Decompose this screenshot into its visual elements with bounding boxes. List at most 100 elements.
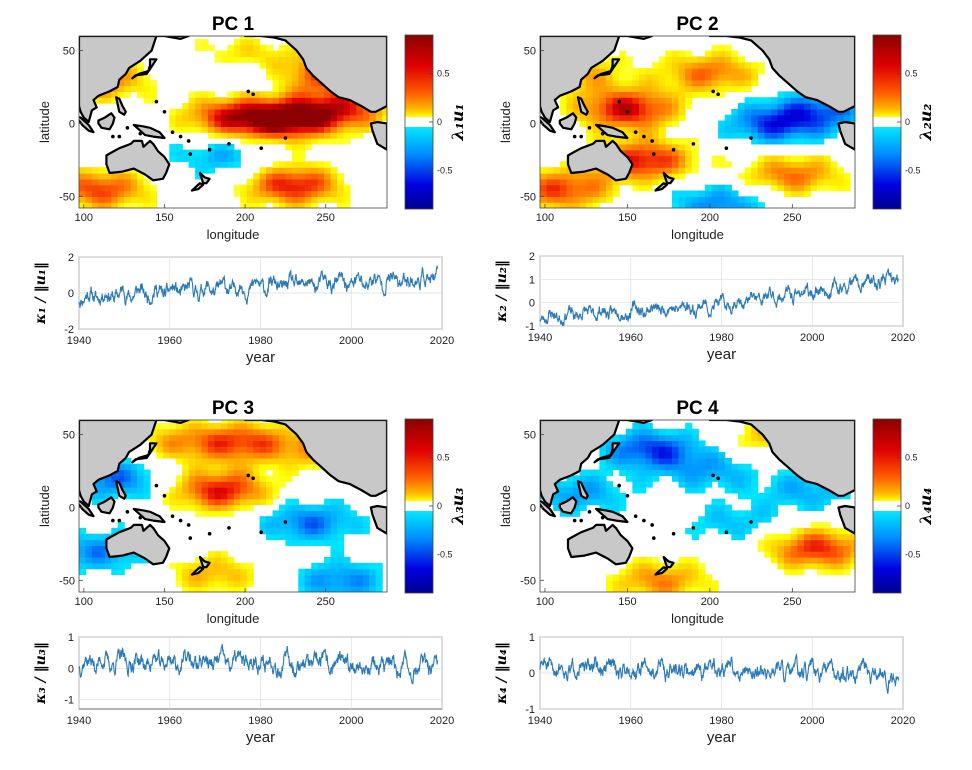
heatmap-cell bbox=[632, 469, 640, 476]
heatmap-cell bbox=[559, 487, 567, 494]
heatmap-cell bbox=[823, 184, 831, 192]
heatmap-cell bbox=[764, 167, 772, 174]
heatmap-cell bbox=[278, 73, 287, 81]
heatmap-cell bbox=[330, 539, 338, 546]
heatmap-cell bbox=[195, 498, 203, 506]
heatmap-cell bbox=[751, 173, 759, 180]
colorbar-tick-label: 0.5 bbox=[905, 69, 918, 79]
heatmap-cell bbox=[343, 190, 351, 197]
heatmap-cell bbox=[195, 161, 203, 168]
heatmap-cell bbox=[188, 108, 196, 116]
heatmap-cell bbox=[324, 178, 332, 186]
heatmap-cell bbox=[678, 143, 686, 151]
heatmap-cell bbox=[665, 103, 673, 110]
heatmap-cell bbox=[272, 510, 280, 517]
heatmap-cell bbox=[830, 161, 838, 168]
heatmap-cell bbox=[278, 126, 287, 133]
heatmap-cell bbox=[797, 155, 805, 162]
heatmap-cell bbox=[201, 149, 209, 157]
heatmap-cell bbox=[579, 469, 587, 476]
heatmap-cell bbox=[337, 132, 345, 139]
heatmap-cell bbox=[731, 469, 739, 476]
heatmap-cell bbox=[605, 492, 614, 500]
landmass bbox=[540, 36, 621, 124]
heatmap-cell bbox=[169, 446, 177, 453]
heatmap-cell bbox=[188, 492, 196, 500]
heatmap-cell bbox=[605, 138, 614, 145]
heatmap-cell bbox=[253, 91, 261, 98]
heatmap-cell bbox=[797, 103, 805, 110]
heatmap-cell bbox=[612, 574, 620, 581]
heatmap-cell bbox=[757, 161, 765, 168]
heatmap-cell bbox=[240, 114, 248, 122]
heatmap-cell bbox=[227, 44, 235, 52]
heatmap-cell bbox=[718, 190, 726, 197]
heatmap-cell bbox=[208, 457, 216, 465]
island-dot bbox=[170, 130, 175, 135]
heatmap-cell bbox=[658, 126, 666, 133]
heatmap-cell bbox=[757, 138, 765, 145]
heatmap-cell bbox=[272, 178, 280, 186]
heatmap-cell bbox=[278, 428, 287, 436]
y-axis-label: latitude bbox=[37, 101, 52, 143]
heatmap-cell bbox=[592, 85, 600, 92]
heatmap-cell bbox=[698, 487, 706, 494]
heatmap-cell bbox=[777, 475, 785, 482]
heatmap-cell bbox=[777, 108, 785, 116]
heatmap-cell bbox=[586, 196, 594, 203]
heatmap-cell bbox=[592, 190, 600, 197]
heatmap-cell bbox=[638, 73, 647, 81]
heatmap-cell bbox=[632, 463, 640, 471]
heatmap-cell bbox=[612, 434, 620, 442]
heatmap-cell bbox=[233, 434, 241, 442]
heatmap-cell bbox=[645, 428, 653, 436]
heatmap-cell bbox=[227, 504, 235, 511]
heatmap-cell bbox=[259, 196, 267, 203]
heatmap-cell bbox=[330, 178, 338, 186]
heatmap-cell bbox=[214, 492, 222, 500]
heatmap-cell bbox=[632, 446, 640, 453]
heatmap-cell bbox=[272, 452, 280, 459]
island-dot bbox=[724, 146, 729, 151]
heatmap-cell bbox=[317, 527, 325, 535]
heatmap-cell bbox=[124, 492, 132, 500]
heatmap-cell bbox=[195, 446, 203, 453]
heatmap-cell bbox=[843, 492, 851, 500]
heatmap-cell bbox=[731, 481, 739, 488]
map-frame bbox=[539, 419, 856, 593]
heatmap-cell bbox=[278, 481, 287, 488]
heatmap-cell bbox=[830, 114, 838, 122]
heatmap-cell bbox=[162, 422, 170, 430]
heatmap-cell bbox=[645, 126, 653, 133]
heatmap-cell bbox=[540, 190, 548, 197]
heatmap-cell bbox=[638, 463, 647, 471]
heatmap-cell bbox=[850, 533, 855, 541]
heatmap-cell bbox=[718, 510, 726, 517]
heatmap-cell bbox=[678, 586, 686, 592]
heatmap-cell bbox=[678, 469, 686, 476]
heatmap-cell bbox=[691, 533, 699, 541]
island-dot bbox=[188, 152, 193, 156]
heatmap-cell bbox=[285, 85, 293, 92]
heatmap-cell bbox=[817, 533, 825, 541]
heatmap-cell bbox=[572, 178, 581, 186]
heatmap-cell bbox=[169, 498, 177, 506]
heatmap-cell bbox=[188, 120, 196, 127]
heatmap-cell bbox=[803, 178, 812, 186]
heatmap-cell bbox=[691, 527, 699, 535]
x-tick-label: 2020 bbox=[430, 335, 454, 347]
heatmap-cell bbox=[665, 114, 673, 122]
heatmap-cell bbox=[586, 173, 594, 180]
heatmap-cell bbox=[579, 91, 587, 98]
heatmap-cell bbox=[195, 91, 203, 98]
heatmap-cell bbox=[195, 457, 203, 465]
heatmap-cell bbox=[278, 516, 287, 523]
heatmap-cell bbox=[619, 120, 627, 127]
heatmap-cell bbox=[599, 487, 607, 494]
heatmap-cell bbox=[291, 62, 299, 69]
heatmap-cell bbox=[188, 580, 196, 587]
heatmap-cell bbox=[704, 79, 713, 87]
island-dot bbox=[178, 518, 183, 523]
heatmap-cell bbox=[586, 184, 594, 192]
heatmap-cell bbox=[671, 161, 680, 168]
